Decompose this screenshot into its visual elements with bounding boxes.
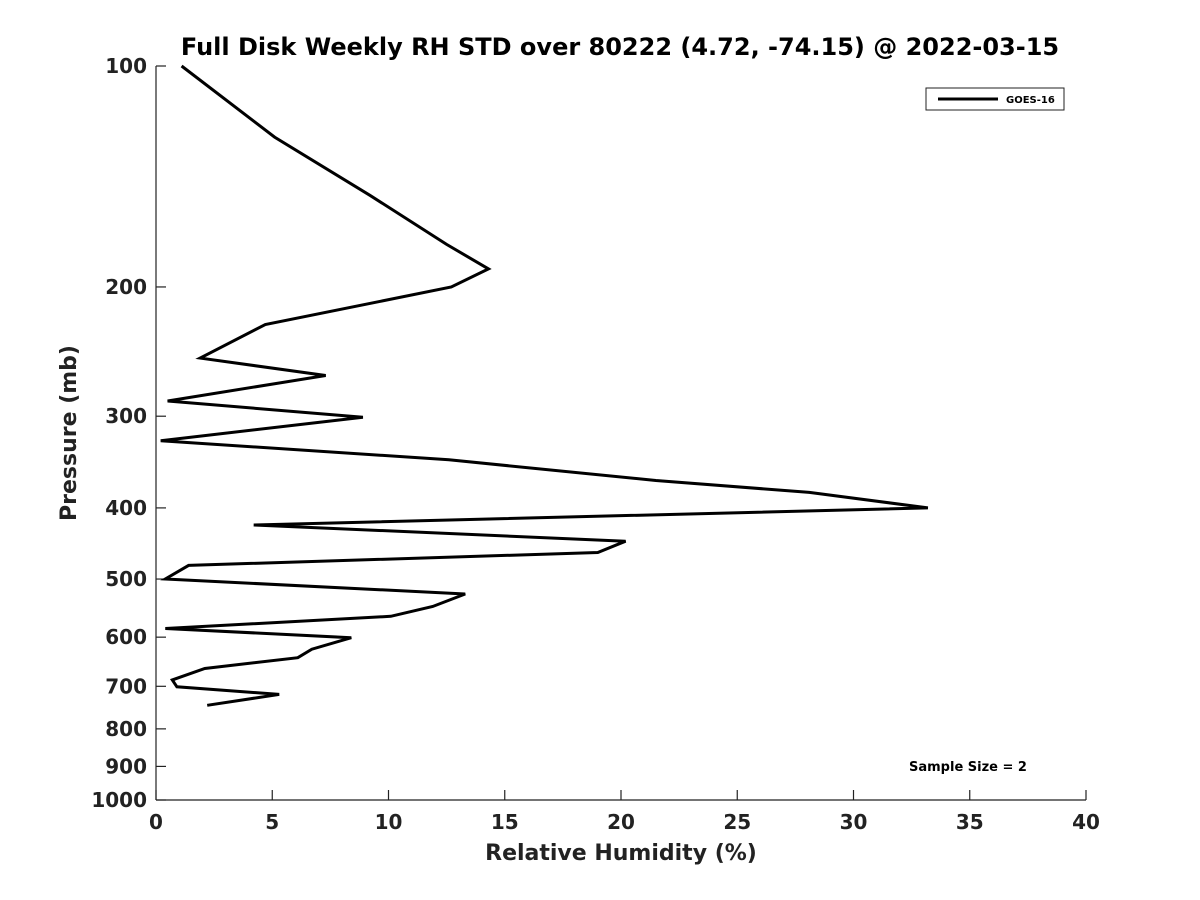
y-tick-label: 700 xyxy=(105,674,147,698)
chart-title: Full Disk Weekly RH STD over 80222 (4.72… xyxy=(181,33,1059,61)
y-tick-label: 500 xyxy=(105,567,147,591)
x-tick-label: 30 xyxy=(840,810,868,834)
x-ticks: 0 5 10 15 20 25 30 35 40 xyxy=(149,790,1100,834)
y-tick-label: 800 xyxy=(105,717,147,741)
y-tick-label: 100 xyxy=(105,54,147,78)
x-tick-label: 25 xyxy=(723,810,751,834)
x-tick-label: 15 xyxy=(491,810,519,834)
legend: GOES-16 xyxy=(925,87,1065,111)
axes xyxy=(155,66,1086,801)
series-layer xyxy=(160,64,929,707)
y-tick-label: 400 xyxy=(105,496,147,520)
y-tick-label: 900 xyxy=(105,754,147,778)
y-axis-label: Pressure (mb) xyxy=(57,345,82,521)
x-tick-label: 10 xyxy=(375,810,403,834)
sample-size-annotation: Sample Size = 2 xyxy=(909,760,1027,775)
y-tick-label: 200 xyxy=(105,275,147,299)
y-ticks: 100 200 300 400 500 600 700 800 900 1000 xyxy=(91,54,166,812)
series-line-goes-16 xyxy=(160,64,929,707)
x-tick-label: 40 xyxy=(1072,810,1100,834)
x-axis-label: Relative Humidity (%) xyxy=(485,841,757,866)
x-tick-label: 0 xyxy=(149,810,163,834)
legend-label-goes16: GOES-16 xyxy=(1006,95,1055,106)
y-tick-label: 600 xyxy=(105,625,147,649)
x-tick-label: 35 xyxy=(956,810,984,834)
y-tick-label: 300 xyxy=(105,404,147,428)
x-tick-label: 20 xyxy=(607,810,635,834)
x-tick-label: 5 xyxy=(265,810,279,834)
y-tick-label: 1000 xyxy=(91,788,147,812)
